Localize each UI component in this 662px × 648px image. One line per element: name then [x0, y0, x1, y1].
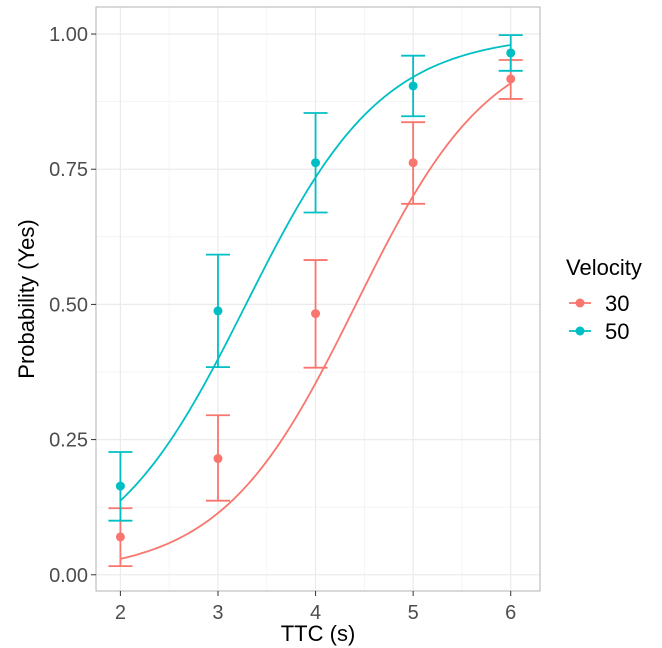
legend: Velocity 30 50	[566, 255, 642, 344]
data-point-30	[311, 309, 321, 319]
data-point-50	[213, 306, 223, 316]
grid-minor	[96, 7, 540, 591]
legend-label-30: 30	[605, 291, 629, 316]
x-tick-label: 4	[310, 602, 321, 624]
x-tick-label: 3	[212, 602, 223, 624]
data-point-50	[408, 81, 418, 91]
x-tick-label: 2	[115, 602, 126, 624]
data-points	[115, 48, 516, 542]
data-point-30	[115, 532, 125, 542]
y-tick-label: 0.25	[49, 430, 88, 452]
legend-title: Velocity	[566, 255, 642, 280]
y-tick-label: 0.50	[49, 294, 88, 316]
data-point-50	[506, 48, 516, 58]
data-point-50	[311, 158, 321, 168]
y-axis-ticks: 0.00 0.25 0.50 0.75 1.00	[49, 24, 96, 587]
data-point-30	[213, 454, 223, 464]
x-tick-label: 5	[408, 602, 419, 624]
x-axis-title: TTC (s)	[281, 621, 356, 646]
y-tick-label: 0.75	[49, 159, 88, 181]
x-axis-ticks: 2 3 4 5 6	[115, 591, 516, 624]
data-point-50	[115, 481, 125, 491]
legend-label-50: 50	[605, 319, 629, 344]
data-point-30	[408, 158, 418, 168]
y-axis-title: Probability (Yes)	[14, 219, 39, 378]
legend-key-point-30	[575, 298, 585, 308]
x-tick-label: 6	[505, 602, 516, 624]
legend-key-point-50	[575, 326, 585, 336]
fit-curve-30	[120, 82, 512, 560]
y-tick-label: 1.00	[49, 24, 88, 46]
y-tick-label: 0.00	[49, 565, 88, 587]
data-point-30	[506, 74, 516, 84]
panel-border	[95, 6, 541, 592]
